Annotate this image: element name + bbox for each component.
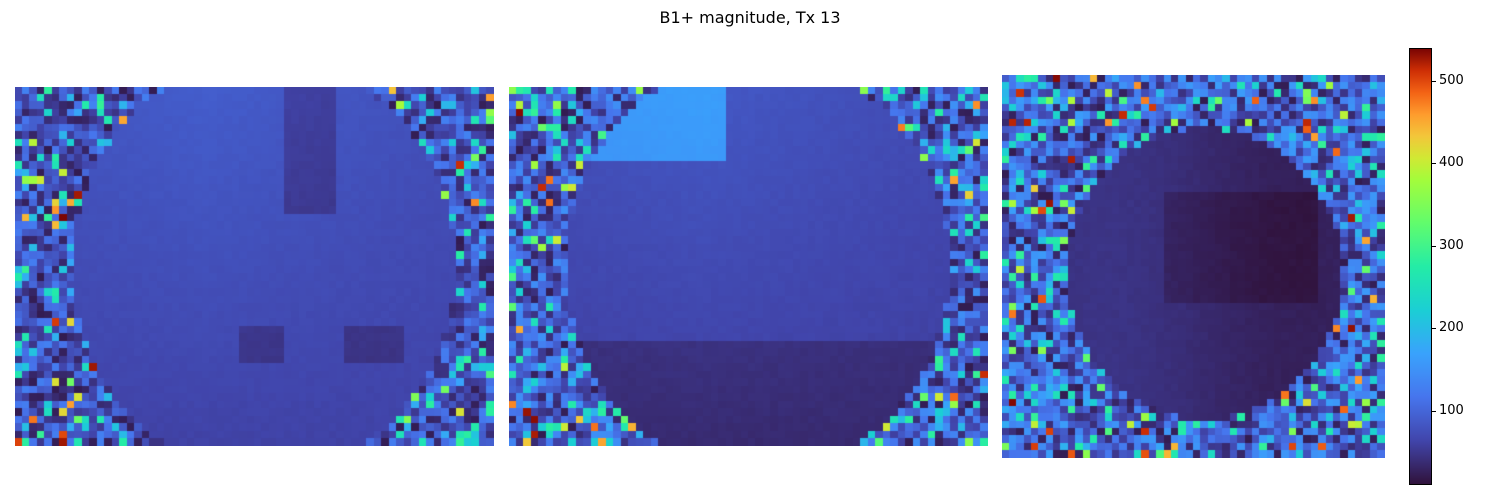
heatmap-panel-3 — [1002, 75, 1385, 458]
colorbar-tick-label: 400 — [1439, 155, 1464, 170]
colorbar-tick-mark — [1432, 163, 1436, 164]
colorbar-tick-label: 200 — [1439, 320, 1464, 335]
colorbar-tick-label: 500 — [1439, 73, 1464, 88]
colorbar-tick-label: 300 — [1439, 238, 1464, 253]
colorbar — [1409, 48, 1432, 485]
colorbar-tick-mark — [1432, 246, 1436, 247]
colorbar-tick-mark — [1432, 328, 1436, 329]
heatmap-panel-1 — [15, 87, 494, 446]
colorbar-tick-mark — [1432, 411, 1436, 412]
colorbar-tick-mark — [1432, 81, 1436, 82]
colorbar-tick-label: 100 — [1439, 403, 1464, 418]
figure-title: B1+ magnitude, Tx 13 — [659, 8, 841, 27]
heatmap-panel-2 — [509, 87, 988, 446]
